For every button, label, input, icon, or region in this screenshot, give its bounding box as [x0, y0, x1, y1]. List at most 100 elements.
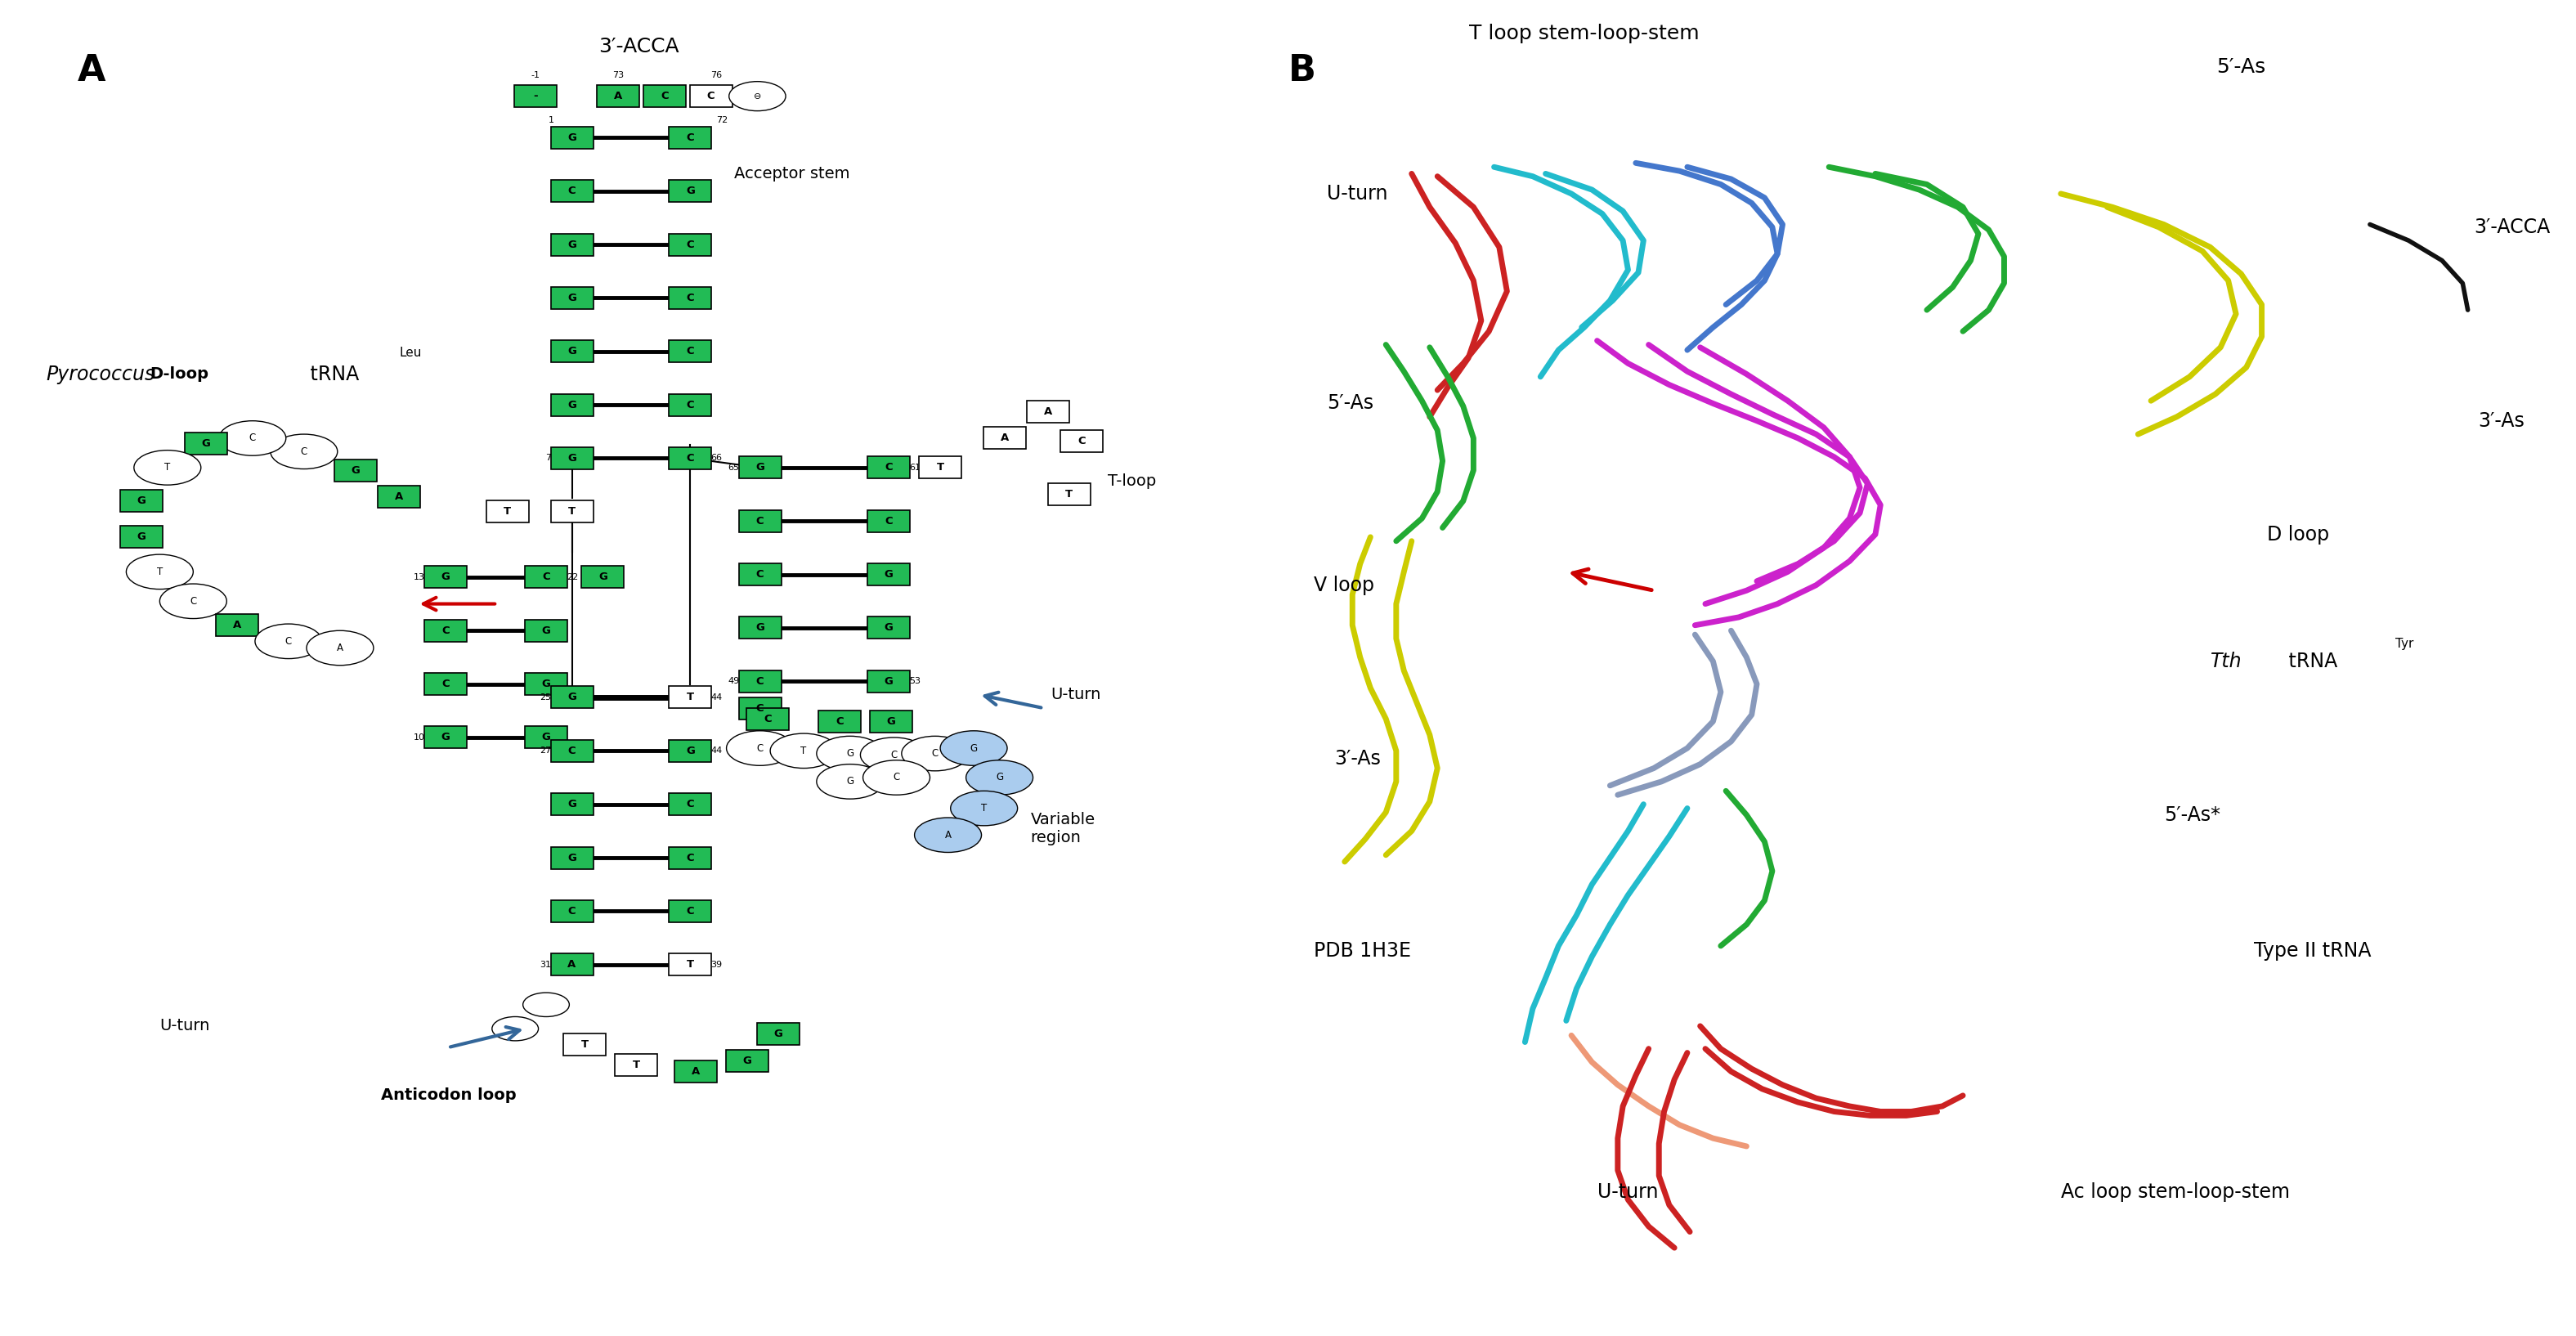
Text: A: A: [232, 620, 242, 631]
Text: A: A: [690, 1066, 701, 1077]
Text: T: T: [688, 959, 693, 970]
FancyBboxPatch shape: [551, 687, 592, 708]
Circle shape: [817, 764, 884, 799]
Text: Type II tRNA: Type II tRNA: [2254, 942, 2372, 961]
Circle shape: [863, 760, 930, 795]
FancyBboxPatch shape: [425, 620, 466, 641]
Text: G: G: [567, 799, 577, 810]
Text: D loop: D loop: [2267, 525, 2329, 544]
Text: G: G: [685, 745, 696, 756]
FancyBboxPatch shape: [487, 501, 528, 522]
Text: 1: 1: [549, 116, 554, 124]
Text: G: G: [884, 569, 894, 580]
FancyBboxPatch shape: [551, 448, 592, 469]
Text: 5′-As: 5′-As: [2215, 57, 2267, 76]
Text: T: T: [582, 1039, 587, 1050]
FancyBboxPatch shape: [670, 954, 711, 975]
Text: Variable
region: Variable region: [1030, 811, 1095, 846]
FancyBboxPatch shape: [551, 954, 592, 975]
Text: G: G: [567, 852, 577, 863]
Text: 27: 27: [538, 747, 551, 755]
Text: B: B: [1288, 53, 1316, 88]
Text: 25: 25: [541, 693, 551, 701]
FancyBboxPatch shape: [551, 127, 592, 148]
Circle shape: [902, 736, 969, 771]
Text: C: C: [567, 186, 577, 196]
Text: A: A: [77, 53, 106, 88]
Text: G: G: [201, 438, 211, 449]
Text: G: G: [541, 625, 551, 636]
Text: ⊖: ⊖: [755, 92, 760, 100]
FancyBboxPatch shape: [726, 1050, 768, 1071]
Text: U-turn: U-turn: [1327, 184, 1388, 203]
FancyBboxPatch shape: [526, 620, 567, 641]
FancyBboxPatch shape: [675, 1061, 716, 1082]
Text: G: G: [440, 572, 451, 582]
Text: G: G: [567, 453, 577, 464]
Text: A: A: [567, 959, 577, 970]
FancyBboxPatch shape: [425, 673, 466, 695]
Text: C: C: [755, 703, 765, 713]
FancyBboxPatch shape: [644, 86, 685, 107]
Text: G: G: [848, 748, 853, 759]
Text: 73: 73: [613, 71, 623, 79]
FancyBboxPatch shape: [868, 457, 909, 478]
Circle shape: [770, 733, 837, 768]
Circle shape: [160, 584, 227, 619]
Text: G: G: [567, 692, 577, 703]
Text: 5′-As: 5′-As: [1327, 394, 1373, 413]
Text: 7: 7: [546, 454, 551, 462]
Text: G: G: [137, 532, 147, 542]
Text: G: G: [971, 743, 976, 754]
Text: tRNA: tRNA: [304, 365, 358, 383]
Text: A: A: [999, 433, 1010, 444]
Text: G: G: [567, 346, 577, 357]
FancyBboxPatch shape: [1048, 484, 1090, 505]
Text: 31: 31: [541, 961, 551, 969]
Text: Anticodon loop: Anticodon loop: [381, 1088, 518, 1104]
Circle shape: [940, 731, 1007, 766]
FancyBboxPatch shape: [670, 127, 711, 148]
FancyBboxPatch shape: [526, 673, 567, 695]
FancyBboxPatch shape: [670, 394, 711, 415]
FancyBboxPatch shape: [216, 615, 258, 636]
FancyBboxPatch shape: [582, 566, 623, 588]
Text: A: A: [337, 643, 343, 653]
Text: C: C: [685, 399, 696, 410]
Text: 3′-As: 3′-As: [2478, 411, 2524, 430]
FancyBboxPatch shape: [425, 727, 466, 748]
FancyBboxPatch shape: [551, 287, 592, 309]
Text: G: G: [567, 399, 577, 410]
FancyBboxPatch shape: [551, 501, 592, 522]
Text: C: C: [894, 772, 899, 783]
Text: G: G: [541, 679, 551, 689]
Text: T: T: [165, 462, 170, 473]
Circle shape: [966, 760, 1033, 795]
Text: C: C: [755, 676, 765, 687]
Text: T: T: [569, 506, 574, 517]
FancyBboxPatch shape: [868, 671, 909, 692]
FancyBboxPatch shape: [739, 564, 781, 585]
Text: G: G: [886, 716, 896, 727]
FancyBboxPatch shape: [670, 448, 711, 469]
Text: U-turn: U-turn: [1051, 687, 1100, 703]
FancyBboxPatch shape: [739, 510, 781, 532]
Text: 61: 61: [909, 464, 920, 472]
Text: T: T: [1066, 489, 1072, 500]
Text: U-turn: U-turn: [1597, 1182, 1659, 1201]
Circle shape: [126, 554, 193, 589]
Text: C: C: [762, 713, 773, 724]
Text: C: C: [755, 569, 765, 580]
Circle shape: [255, 624, 322, 659]
FancyBboxPatch shape: [551, 900, 592, 922]
Text: T loop stem-loop-stem: T loop stem-loop-stem: [1468, 24, 1700, 43]
Text: 44: 44: [711, 747, 724, 755]
Text: 66: 66: [711, 454, 721, 462]
Text: 49: 49: [726, 677, 739, 685]
FancyBboxPatch shape: [670, 234, 711, 255]
Text: G: G: [997, 772, 1002, 783]
Text: Pyrococcus: Pyrococcus: [46, 365, 155, 383]
Text: G: G: [440, 732, 451, 743]
FancyBboxPatch shape: [690, 86, 732, 107]
Text: C: C: [659, 91, 670, 102]
